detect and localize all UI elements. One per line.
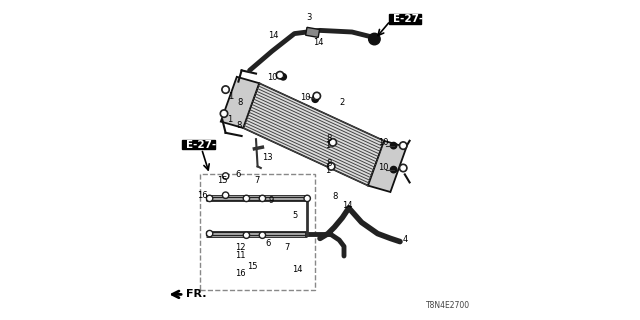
- FancyBboxPatch shape: [182, 140, 215, 149]
- Circle shape: [243, 195, 250, 202]
- Circle shape: [260, 196, 264, 200]
- Text: 8: 8: [237, 121, 242, 130]
- Circle shape: [331, 140, 335, 145]
- Circle shape: [260, 234, 264, 237]
- FancyBboxPatch shape: [389, 14, 421, 24]
- Circle shape: [401, 166, 405, 170]
- Circle shape: [223, 192, 229, 198]
- Circle shape: [208, 196, 211, 200]
- Text: 14: 14: [342, 201, 352, 210]
- Polygon shape: [221, 77, 259, 128]
- Circle shape: [208, 232, 211, 236]
- Text: 10: 10: [268, 73, 278, 82]
- Text: 1: 1: [325, 141, 331, 150]
- Text: 15: 15: [248, 262, 258, 271]
- Circle shape: [224, 193, 227, 197]
- Text: 14: 14: [269, 31, 279, 40]
- Circle shape: [244, 234, 248, 237]
- Text: 8: 8: [332, 192, 337, 201]
- Text: FR.: FR.: [186, 289, 206, 300]
- Circle shape: [329, 164, 333, 169]
- Text: 7: 7: [255, 176, 260, 185]
- Text: 8: 8: [327, 159, 332, 168]
- Text: 6: 6: [266, 239, 271, 248]
- Circle shape: [220, 110, 228, 117]
- Text: 8: 8: [237, 98, 243, 107]
- Circle shape: [243, 232, 250, 238]
- Text: 14: 14: [292, 265, 303, 274]
- Text: 9: 9: [269, 196, 274, 204]
- Text: 14: 14: [313, 38, 323, 47]
- Bar: [306, 27, 319, 37]
- Text: 1: 1: [227, 115, 232, 124]
- Circle shape: [244, 196, 248, 200]
- Text: 6: 6: [235, 170, 241, 179]
- Polygon shape: [368, 141, 406, 192]
- Circle shape: [329, 139, 337, 146]
- Text: 16: 16: [197, 191, 208, 200]
- Circle shape: [304, 195, 310, 202]
- Text: 15: 15: [217, 176, 228, 185]
- Text: T8N4E2700: T8N4E2700: [426, 301, 470, 310]
- Circle shape: [369, 33, 380, 45]
- Circle shape: [206, 195, 212, 202]
- Text: 1: 1: [228, 92, 233, 101]
- Text: 7: 7: [284, 243, 289, 252]
- Circle shape: [222, 86, 230, 93]
- Circle shape: [401, 143, 405, 148]
- Text: E-27-20: E-27-20: [393, 14, 437, 24]
- Text: E-27-10: E-27-10: [186, 140, 231, 150]
- Circle shape: [315, 94, 319, 98]
- Circle shape: [278, 73, 282, 77]
- Circle shape: [312, 96, 319, 102]
- Circle shape: [222, 111, 226, 116]
- Circle shape: [224, 174, 227, 178]
- Circle shape: [399, 142, 407, 149]
- Text: 13: 13: [262, 153, 273, 162]
- Text: 5: 5: [292, 212, 298, 220]
- Text: 10: 10: [378, 163, 388, 172]
- Text: 10: 10: [378, 138, 388, 147]
- Circle shape: [276, 71, 284, 79]
- Circle shape: [259, 195, 266, 202]
- Circle shape: [280, 74, 287, 80]
- Circle shape: [399, 164, 407, 172]
- Circle shape: [390, 166, 397, 173]
- Circle shape: [223, 173, 229, 179]
- Text: 8: 8: [327, 134, 332, 143]
- Circle shape: [328, 163, 335, 170]
- Text: 11: 11: [236, 252, 246, 260]
- Polygon shape: [243, 83, 384, 186]
- Text: 12: 12: [236, 244, 246, 252]
- Text: 10: 10: [300, 93, 311, 102]
- Text: 16: 16: [235, 269, 246, 278]
- Circle shape: [223, 87, 228, 92]
- Text: 4: 4: [403, 236, 408, 244]
- Circle shape: [206, 230, 212, 237]
- Text: 1: 1: [325, 166, 331, 175]
- Circle shape: [305, 196, 309, 200]
- Circle shape: [390, 142, 397, 149]
- Circle shape: [259, 232, 266, 238]
- Text: 3: 3: [307, 13, 312, 22]
- Text: 2: 2: [340, 98, 345, 107]
- Circle shape: [313, 92, 321, 100]
